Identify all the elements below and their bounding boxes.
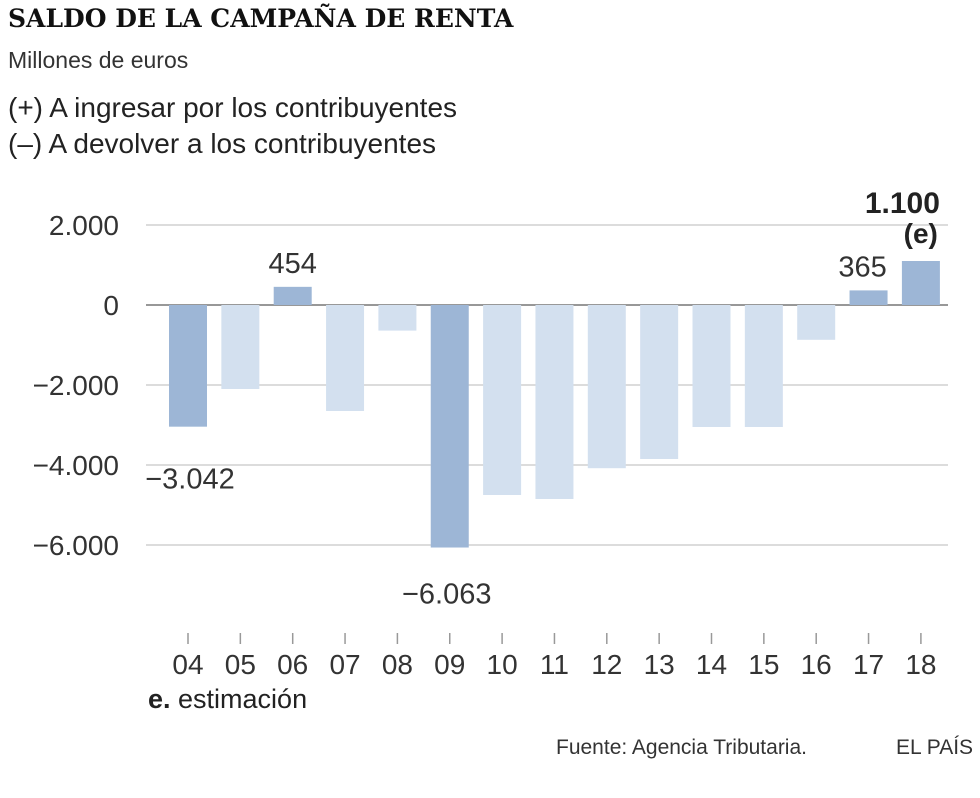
x-tick-label: 07 <box>329 649 360 680</box>
y-tick-label: 2.000 <box>49 210 119 241</box>
x-tick-label: 05 <box>225 649 256 680</box>
x-tick-label: 18 <box>905 649 936 680</box>
x-tick-label: 14 <box>696 649 727 680</box>
x-tick-label: 13 <box>644 649 675 680</box>
bar-18 <box>901 261 940 305</box>
data-label: −3.042 <box>145 464 235 496</box>
bar-13 <box>640 305 679 459</box>
legend-negative: (–) A devolver a los contribuyentes <box>8 128 437 159</box>
chart-subtitle: Millones de euros <box>8 47 189 73</box>
chart-title: SALDO DE LA CAMPAÑA DE RENTA <box>8 4 514 33</box>
brand-credit: EL PAÍS <box>896 736 974 759</box>
estimation-note-prefix: e. <box>148 684 171 714</box>
bar-16 <box>797 305 836 340</box>
x-tick-label: 09 <box>434 649 465 680</box>
x-tick-label: 12 <box>591 649 622 680</box>
y-tick-label: −2.000 <box>33 370 119 401</box>
y-tick-label: −4.000 <box>33 450 119 481</box>
bar-10 <box>483 305 522 495</box>
bar-04 <box>169 305 207 427</box>
bar-06 <box>273 286 312 305</box>
data-label: 454 <box>269 248 317 280</box>
bar-07 <box>326 305 365 411</box>
data-label: −6.063 <box>402 579 492 611</box>
bar-14 <box>692 305 731 427</box>
bar-11 <box>535 305 574 499</box>
x-tick-label: 08 <box>382 649 413 680</box>
estimation-note: e. estimación <box>148 684 307 715</box>
data-label: 365 <box>838 251 886 283</box>
bar-12 <box>587 305 626 469</box>
legend-positive: (+) A ingresar por los contribuyentes <box>8 92 458 123</box>
x-tick-label: 10 <box>487 649 518 680</box>
x-tick-label: 17 <box>853 649 884 680</box>
data-label-suffix: (e) <box>904 218 938 249</box>
x-tick-label: 06 <box>277 649 308 680</box>
estimation-note-text: estimación <box>170 684 308 714</box>
bar-15 <box>744 305 783 427</box>
x-tick-label: 04 <box>172 649 203 680</box>
data-label: 1.100 <box>865 187 940 220</box>
source-credit: Fuente: Agencia Tributaria. <box>556 736 807 759</box>
bar-09 <box>430 305 469 548</box>
bar-17 <box>849 290 888 305</box>
x-tick-label: 11 <box>540 649 569 680</box>
bar-05 <box>221 305 260 389</box>
x-tick-label: 15 <box>748 649 779 680</box>
y-tick-label: 0 <box>103 290 119 321</box>
y-tick-label: −6.000 <box>33 530 119 561</box>
bar-08 <box>378 305 417 331</box>
x-tick-label: 16 <box>801 649 832 680</box>
